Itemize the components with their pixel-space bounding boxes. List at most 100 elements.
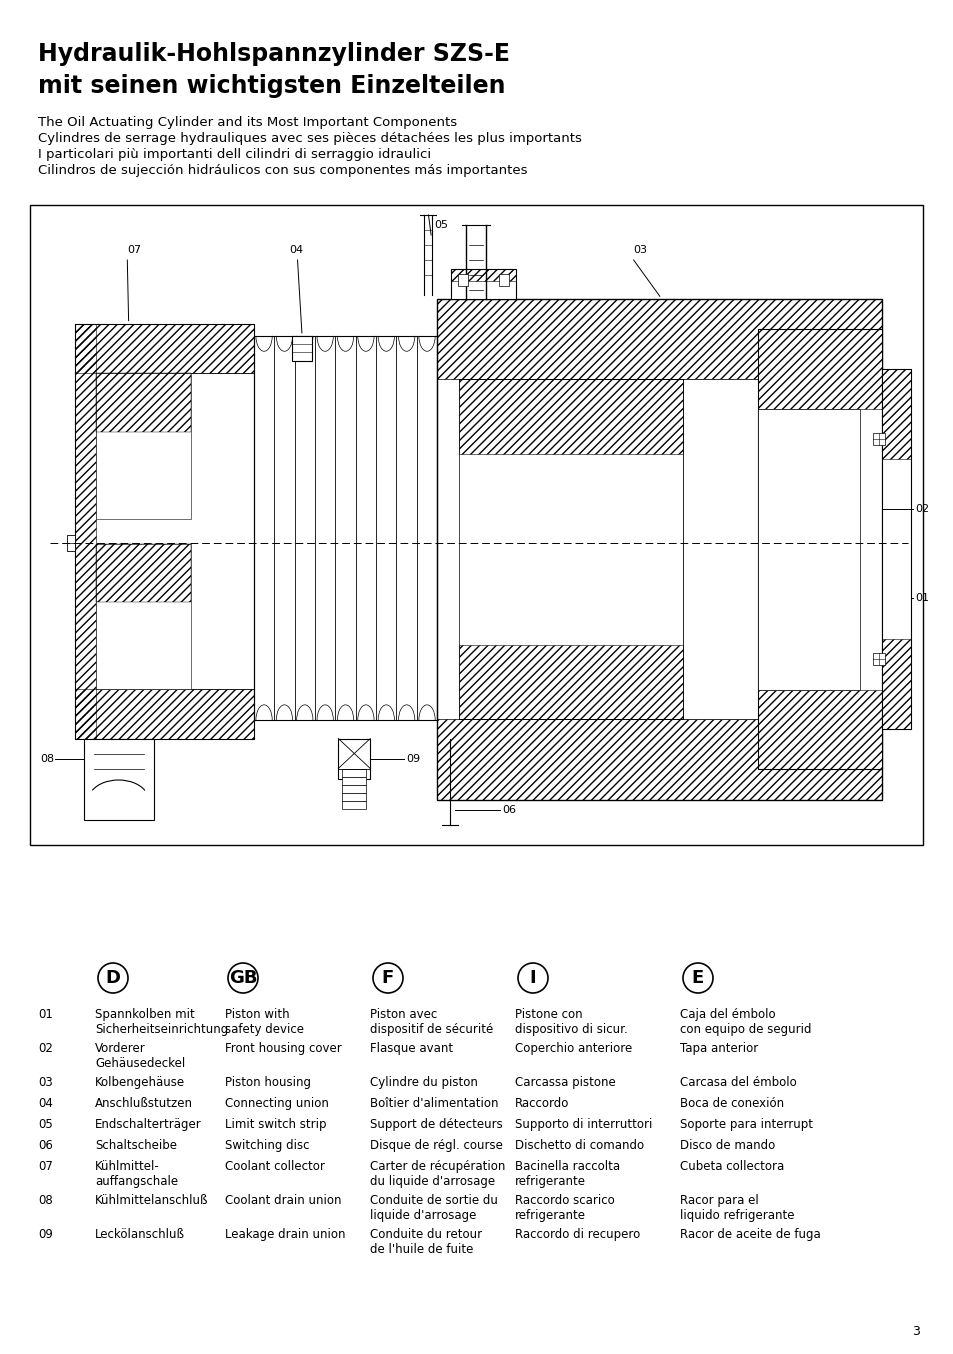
- Text: 09: 09: [38, 1228, 52, 1242]
- Text: Cylindres de serrage hydrauliques avec ses pièces détachées les plus importants: Cylindres de serrage hydrauliques avec s…: [38, 131, 581, 145]
- Text: Racor de aceite de fuga: Racor de aceite de fuga: [679, 1228, 820, 1242]
- Text: Piston with
safety device: Piston with safety device: [225, 1007, 304, 1036]
- Text: Tapa anterior: Tapa anterior: [679, 1043, 758, 1055]
- Text: Carcasa del émbolo: Carcasa del émbolo: [679, 1076, 796, 1089]
- Bar: [436, 299, 882, 799]
- Text: Boca de conexión: Boca de conexión: [679, 1097, 783, 1110]
- Bar: [459, 379, 757, 719]
- Text: Supporto di interruttori: Supporto di interruttori: [515, 1118, 652, 1131]
- Bar: [451, 269, 516, 282]
- Text: 04: 04: [38, 1097, 52, 1110]
- Text: Cylindre du piston: Cylindre du piston: [370, 1076, 477, 1089]
- Text: Raccordo: Raccordo: [515, 1097, 569, 1110]
- Bar: [75, 324, 253, 374]
- Bar: [436, 299, 882, 379]
- Text: Vorderer
Gehäusedeckel: Vorderer Gehäusedeckel: [95, 1043, 185, 1070]
- Text: Caja del émbolo
con equipo de segurid: Caja del émbolo con equipo de segurid: [679, 1007, 811, 1036]
- Circle shape: [682, 963, 712, 992]
- Text: 01: 01: [914, 593, 928, 604]
- Text: Limit switch strip: Limit switch strip: [225, 1118, 326, 1131]
- Bar: [75, 689, 253, 738]
- Text: Boîtier d'alimentation: Boîtier d'alimentation: [370, 1097, 498, 1110]
- Bar: [342, 769, 366, 776]
- Text: Leckölanschluß: Leckölanschluß: [95, 1228, 185, 1242]
- Text: Raccordo scarico
refrigerante: Raccordo scarico refrigerante: [515, 1194, 614, 1223]
- Bar: [757, 329, 882, 769]
- Text: Raccordo di recupero: Raccordo di recupero: [515, 1228, 639, 1242]
- Text: Flasque avant: Flasque avant: [370, 1043, 453, 1055]
- Bar: [757, 409, 860, 691]
- Bar: [96, 543, 191, 601]
- Bar: [882, 370, 910, 459]
- Text: Hydraulik-Hohlspannzylinder SZS-E: Hydraulik-Hohlspannzylinder SZS-E: [38, 42, 510, 66]
- Bar: [882, 370, 910, 730]
- Text: GB: GB: [229, 969, 257, 987]
- Text: Cilindros de sujección hidráulicos con sus componentes más importantes: Cilindros de sujección hidráulicos con s…: [38, 164, 527, 177]
- Bar: [459, 379, 682, 454]
- Text: 07: 07: [38, 1160, 52, 1173]
- Text: 02: 02: [914, 505, 928, 515]
- Bar: [292, 336, 312, 362]
- Text: Endschalterträger: Endschalterträger: [95, 1118, 201, 1131]
- Bar: [499, 275, 509, 286]
- Text: Coolant collector: Coolant collector: [225, 1160, 325, 1173]
- Text: D: D: [106, 969, 120, 987]
- Bar: [338, 738, 370, 779]
- Text: Carcassa pistone: Carcassa pistone: [515, 1076, 615, 1089]
- Bar: [873, 433, 884, 445]
- Text: Coperchio anteriore: Coperchio anteriore: [515, 1043, 632, 1055]
- Text: Bacinella raccolta
refrigerante: Bacinella raccolta refrigerante: [515, 1160, 619, 1187]
- Text: I particolari più importanti dell cilindri di serraggio idraulici: I particolari più importanti dell cilind…: [38, 148, 431, 161]
- Bar: [342, 784, 366, 792]
- Text: Racor para el
liquido refrigerante: Racor para el liquido refrigerante: [679, 1194, 794, 1223]
- Bar: [757, 329, 882, 409]
- Text: Soporte para interrupt: Soporte para interrupt: [679, 1118, 812, 1131]
- Text: Switching disc: Switching disc: [225, 1139, 309, 1152]
- Text: 05: 05: [435, 219, 448, 230]
- Text: 08: 08: [40, 753, 54, 764]
- Text: Schaltscheibe: Schaltscheibe: [95, 1139, 177, 1152]
- Bar: [451, 269, 516, 299]
- Text: Piston avec
dispositif de sécurité: Piston avec dispositif de sécurité: [370, 1007, 493, 1036]
- Text: 01: 01: [38, 1007, 52, 1021]
- Text: Kühlmittel-
auffangschale: Kühlmittel- auffangschale: [95, 1160, 178, 1187]
- Circle shape: [228, 963, 257, 992]
- Bar: [342, 792, 366, 800]
- Text: 06: 06: [38, 1139, 52, 1152]
- Text: 02: 02: [38, 1043, 52, 1055]
- Text: 06: 06: [502, 806, 516, 815]
- Text: 09: 09: [406, 753, 420, 764]
- Text: 05: 05: [38, 1118, 52, 1131]
- Bar: [436, 719, 882, 799]
- Text: Support de détecteurs: Support de détecteurs: [370, 1118, 502, 1131]
- Text: 03: 03: [38, 1076, 52, 1089]
- Bar: [342, 776, 366, 784]
- Text: Disque de régl. course: Disque de régl. course: [370, 1139, 502, 1152]
- Bar: [873, 654, 884, 665]
- Bar: [757, 691, 882, 769]
- Bar: [96, 374, 191, 519]
- Text: 07: 07: [127, 245, 141, 255]
- Text: F: F: [381, 969, 394, 987]
- Text: Disco de mando: Disco de mando: [679, 1139, 775, 1152]
- Text: mit seinen wichtigsten Einzelteilen: mit seinen wichtigsten Einzelteilen: [38, 74, 505, 97]
- Text: E: E: [691, 969, 703, 987]
- Text: Dischetto di comando: Dischetto di comando: [515, 1139, 643, 1152]
- Text: 04: 04: [289, 245, 303, 255]
- Text: The Oil Actuating Cylinder and its Most Important Components: The Oil Actuating Cylinder and its Most …: [38, 116, 456, 129]
- Text: Kühlmittelanschluß: Kühlmittelanschluß: [95, 1194, 209, 1206]
- Text: Leakage drain union: Leakage drain union: [225, 1228, 345, 1242]
- Text: 08: 08: [38, 1194, 52, 1206]
- Text: Carter de récupération
du liquide d'arrosage: Carter de récupération du liquide d'arro…: [370, 1160, 505, 1187]
- Bar: [84, 738, 153, 821]
- Bar: [67, 535, 75, 551]
- Text: I: I: [529, 969, 536, 987]
- Circle shape: [517, 963, 547, 992]
- Text: Kolbengehäuse: Kolbengehäuse: [95, 1076, 185, 1089]
- Text: Coolant drain union: Coolant drain union: [225, 1194, 341, 1206]
- Bar: [458, 275, 468, 286]
- Bar: [96, 543, 191, 689]
- Text: Pistone con
dispositivo di sicur.: Pistone con dispositivo di sicur.: [515, 1007, 627, 1036]
- Bar: [30, 204, 923, 845]
- Text: 03: 03: [633, 245, 647, 255]
